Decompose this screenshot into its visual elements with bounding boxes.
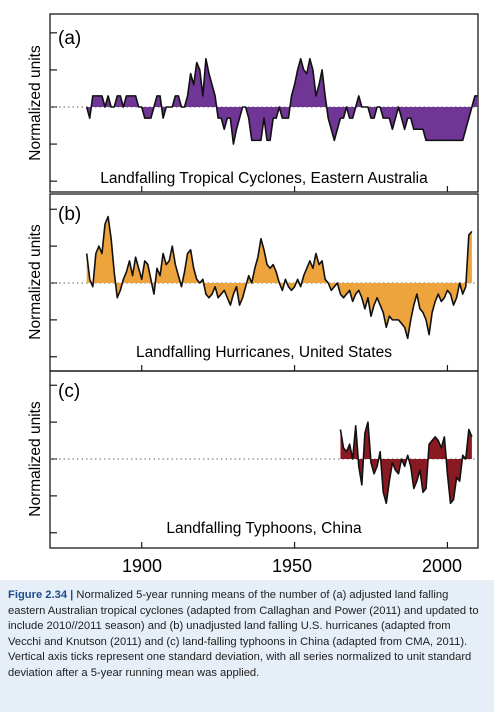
panel-b: (b) Normalized units Landfalling Hurrica… [27,193,479,372]
figure-caption: Figure 2.34 | Normalized 5-year running … [0,580,494,712]
panel-c-title: Landfalling Typhoons, China [166,520,362,537]
panel-c-series-line [339,421,473,505]
x-tick-label: 1900 [122,556,162,576]
panel-b-ylabel: Normalized units [27,224,44,340]
panel-c-ylabel: Normalized units [27,401,44,517]
panel-b-series-line [85,215,473,340]
panel-c: (c) Normalized units Landfalling Typhoon… [27,370,479,549]
caption-figure-label: Figure 2.34 | [8,589,74,601]
panel-a-label: (a) [58,28,81,49]
panel-b-label: (b) [58,204,81,225]
panel-c-label: (c) [58,381,80,402]
panel-b-title: Landfalling Hurricanes, United States [136,344,392,361]
panel-a: (a) Normalized units Landfalling Tropica… [27,13,479,193]
panel-a-area-fill [86,58,478,145]
x-tick-label: 1950 [272,556,312,576]
panel-a-frame [49,13,479,193]
caption-text: Normalized 5-year running means of the n… [8,589,479,679]
figure-chart: (a) Normalized units Landfalling Tropica… [27,13,479,576]
panel-a-title: Landfalling Tropical Cyclones, Eastern A… [100,170,428,187]
x-tick-label: 2000 [422,556,462,576]
panel-a-series-line [85,57,478,145]
x-axis: 1900 1950 2000 [122,186,462,576]
panel-b-area-fill [86,216,472,339]
panel-a-ylabel: Normalized units [27,45,44,161]
